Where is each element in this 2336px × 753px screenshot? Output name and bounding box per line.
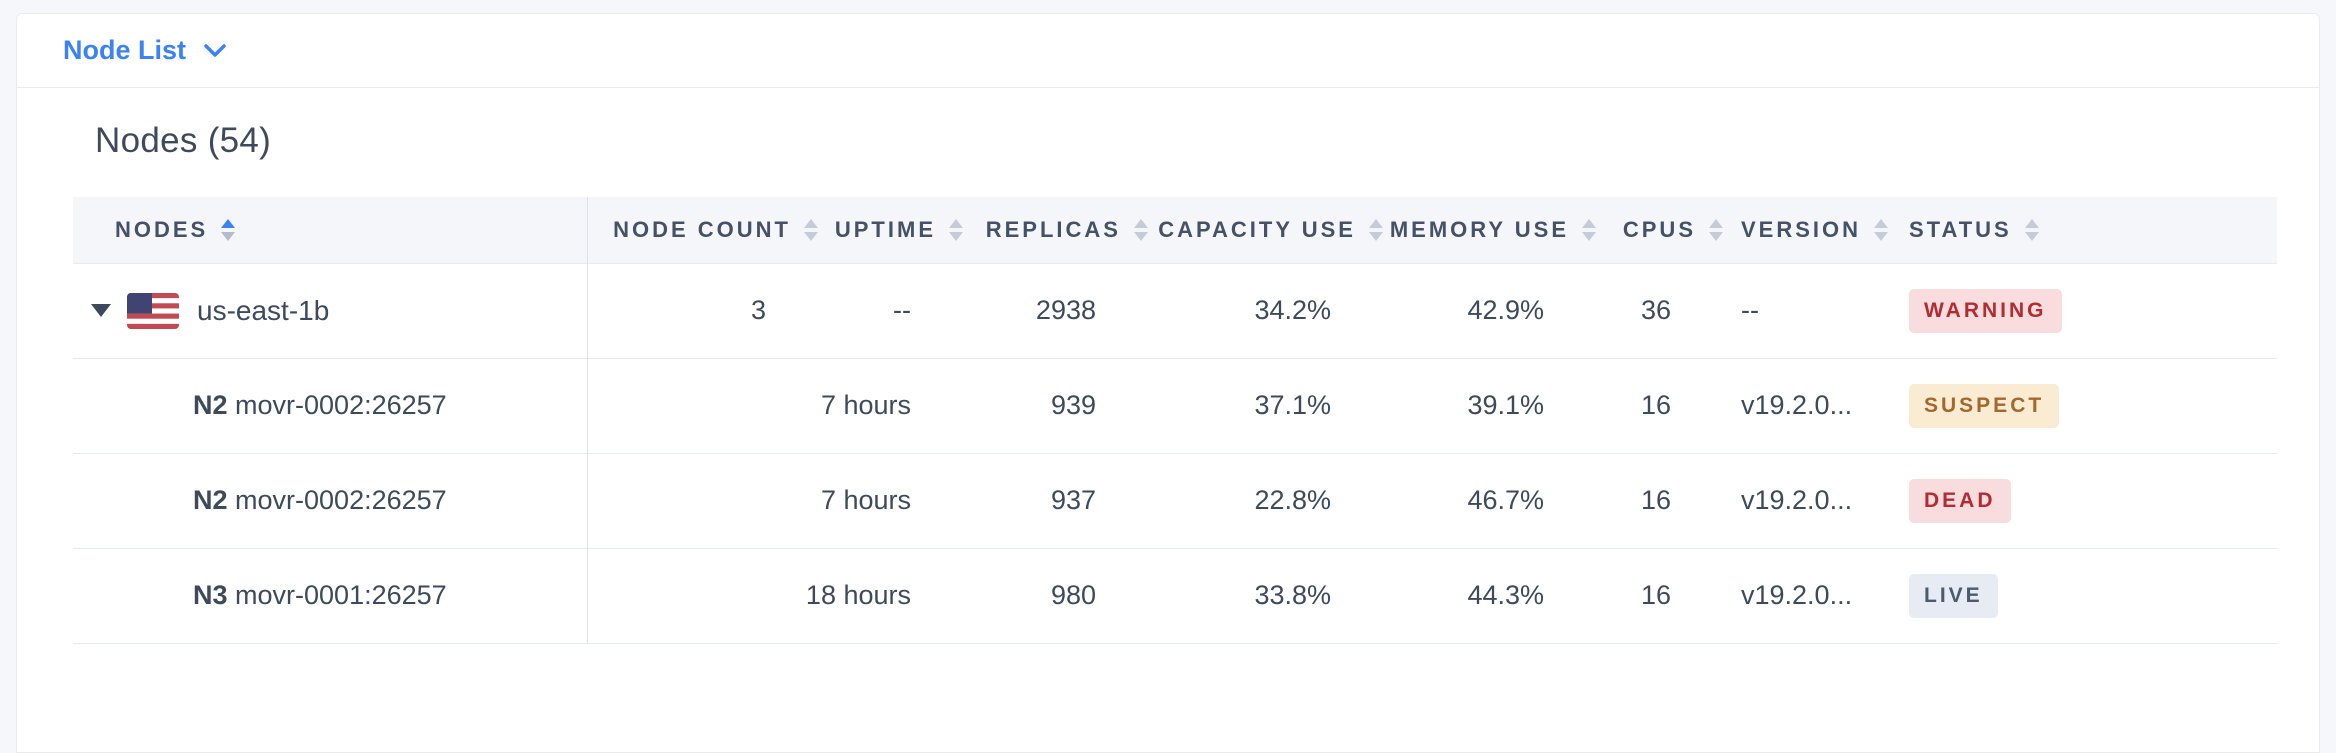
column-header-cpus-label: CPUS bbox=[1622, 216, 1696, 242]
cell-uptime: 18 hours bbox=[792, 547, 937, 644]
column-header-cpus[interactable]: CPUS bbox=[1570, 197, 1723, 263]
cell-version: v19.2.0... bbox=[1697, 547, 1897, 644]
node-row[interactable]: N3 movr-0001:26257 18 hours 980 33.8% 44… bbox=[73, 547, 2277, 644]
cell-replicas: 980 bbox=[937, 547, 1122, 644]
cell-capacity-use: 34.2% bbox=[1122, 262, 1357, 358]
cell-version: -- bbox=[1697, 262, 1897, 358]
cell-node-count bbox=[586, 452, 792, 548]
status-badge: LIVE bbox=[1909, 573, 1998, 618]
column-header-node-count-label: NODE COUNT bbox=[613, 216, 791, 242]
cell-uptime: -- bbox=[792, 262, 937, 358]
column-header-memory-use[interactable]: MEMORY USE bbox=[1357, 197, 1596, 263]
node-name: N3 movr-0001:26257 bbox=[193, 580, 447, 611]
column-header-replicas[interactable]: REPLICAS bbox=[937, 197, 1148, 263]
sort-icon[interactable] bbox=[1369, 218, 1383, 241]
cell-memory-use: 44.3% bbox=[1357, 547, 1570, 644]
nodes-content: Nodes (54) NODES NODE bbox=[17, 88, 2319, 644]
cell-node-count bbox=[586, 357, 792, 453]
cell-cpus: 16 bbox=[1570, 452, 1697, 548]
chevron-down-icon bbox=[204, 43, 226, 57]
status-badge: SUSPECT bbox=[1909, 383, 2060, 428]
column-header-version[interactable]: VERSION bbox=[1697, 197, 1897, 263]
cell-cpus: 16 bbox=[1570, 357, 1697, 453]
cell-cpus: 36 bbox=[1570, 262, 1697, 358]
sort-asc-icon[interactable] bbox=[221, 218, 236, 241]
cell-replicas: 937 bbox=[937, 452, 1122, 548]
cell-version: v19.2.0... bbox=[1697, 452, 1897, 548]
sort-icon[interactable] bbox=[1874, 218, 1889, 241]
collapse-arrow-icon[interactable] bbox=[91, 304, 111, 317]
cell-status: LIVE bbox=[1897, 547, 2277, 644]
cell-capacity-use: 22.8% bbox=[1122, 452, 1357, 548]
cell-nodes: N3 movr-0001:26257 bbox=[73, 547, 587, 644]
cell-nodes: N2 movr-0002:26257 bbox=[73, 357, 587, 453]
us-flag-icon bbox=[127, 292, 179, 329]
cell-cpus: 16 bbox=[1570, 547, 1697, 644]
cell-status: DEAD bbox=[1897, 452, 2277, 548]
table-header-row: NODES NODE COUNT UPTIME bbox=[73, 197, 2277, 263]
cell-nodes: us-east-1b bbox=[73, 262, 587, 358]
column-header-replicas-label: REPLICAS bbox=[985, 216, 1121, 242]
node-address: movr-0002:26257 bbox=[235, 485, 447, 515]
column-header-version-label: VERSION bbox=[1741, 216, 1862, 242]
status-badge: DEAD bbox=[1909, 478, 2011, 523]
node-row[interactable]: N2 movr-0002:26257 7 hours 939 37.1% 39.… bbox=[73, 357, 2277, 453]
cell-memory-use: 39.1% bbox=[1357, 357, 1570, 453]
region-row[interactable]: us-east-1b 3 -- 2938 34.2% 42.9% 36 -- W… bbox=[73, 262, 2277, 358]
cell-status: SUSPECT bbox=[1897, 357, 2277, 453]
node-id: N2 bbox=[193, 390, 228, 420]
cell-replicas: 2938 bbox=[937, 262, 1122, 358]
column-header-nodes[interactable]: NODES bbox=[73, 197, 587, 263]
cell-uptime: 7 hours bbox=[792, 452, 937, 548]
node-name: N2 movr-0002:26257 bbox=[193, 390, 447, 421]
node-address: movr-0001:26257 bbox=[235, 580, 447, 610]
cell-memory-use: 46.7% bbox=[1357, 452, 1570, 548]
node-list-dropdown-label: Node List bbox=[63, 35, 187, 65]
column-header-uptime-label: UPTIME bbox=[834, 216, 936, 242]
cell-replicas: 939 bbox=[937, 357, 1122, 453]
node-address: movr-0002:26257 bbox=[235, 390, 447, 420]
cell-node-count bbox=[586, 547, 792, 644]
sort-icon[interactable] bbox=[1134, 218, 1148, 241]
node-list-dropdown[interactable]: Node List bbox=[63, 35, 226, 66]
view-switcher-bar: Node List bbox=[17, 14, 2319, 88]
cell-status: WARNING bbox=[1897, 262, 2277, 358]
page-title: Nodes (54) bbox=[95, 121, 272, 160]
cell-version: v19.2.0... bbox=[1697, 357, 1897, 453]
cell-capacity-use: 37.1% bbox=[1122, 357, 1357, 453]
node-name: N2 movr-0002:26257 bbox=[193, 485, 447, 516]
sort-icon[interactable] bbox=[949, 218, 963, 241]
cell-uptime: 7 hours bbox=[792, 357, 937, 453]
cell-memory-use: 42.9% bbox=[1357, 262, 1570, 358]
column-header-capacity-use-label: CAPACITY USE bbox=[1158, 216, 1356, 242]
cell-capacity-use: 33.8% bbox=[1122, 547, 1357, 644]
node-row[interactable]: N2 movr-0002:26257 7 hours 937 22.8% 46.… bbox=[73, 452, 2277, 548]
column-header-node-count[interactable]: NODE COUNT bbox=[586, 197, 818, 263]
sort-icon[interactable] bbox=[1582, 218, 1596, 241]
sort-icon[interactable] bbox=[804, 218, 818, 241]
node-id: N3 bbox=[193, 580, 228, 610]
column-header-status[interactable]: STATUS bbox=[1897, 197, 2277, 263]
cell-node-count: 3 bbox=[586, 262, 792, 358]
column-header-uptime[interactable]: UPTIME bbox=[792, 197, 963, 263]
column-header-capacity-use[interactable]: CAPACITY USE bbox=[1122, 197, 1383, 263]
region-name: us-east-1b bbox=[197, 294, 330, 326]
node-list-card: Node List Nodes (54) NODES bbox=[16, 13, 2320, 753]
status-badge: WARNING bbox=[1909, 288, 2062, 333]
node-id: N2 bbox=[193, 485, 228, 515]
column-header-nodes-label: NODES bbox=[115, 216, 209, 242]
column-header-memory-use-label: MEMORY USE bbox=[1389, 216, 1569, 242]
cell-nodes: N2 movr-0002:26257 bbox=[73, 452, 587, 548]
sort-icon[interactable] bbox=[2024, 218, 2039, 241]
sort-icon[interactable] bbox=[1709, 218, 1723, 241]
column-header-status-label: STATUS bbox=[1909, 216, 2012, 242]
nodes-table: NODES NODE COUNT UPTIME bbox=[73, 197, 2277, 644]
